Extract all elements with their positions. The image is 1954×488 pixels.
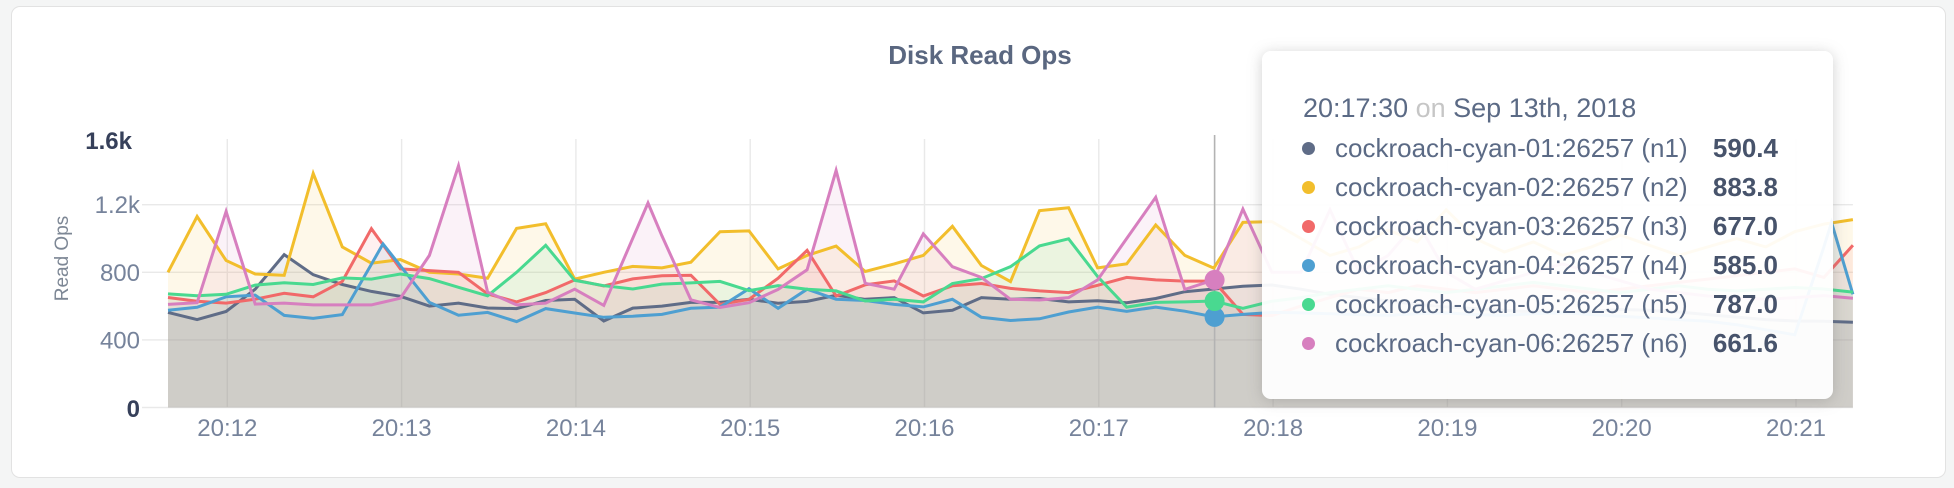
svg-text:800: 800 [100, 260, 140, 287]
svg-text:0: 0 [127, 396, 140, 423]
svg-text:1.2k: 1.2k [95, 192, 141, 219]
svg-text:20:16: 20:16 [894, 415, 954, 442]
svg-text:20:12: 20:12 [197, 415, 257, 442]
svg-text:20:14: 20:14 [546, 415, 606, 442]
svg-text:20:20: 20:20 [1592, 415, 1652, 442]
svg-text:20:17: 20:17 [1069, 415, 1129, 442]
svg-text:400: 400 [100, 327, 140, 354]
svg-text:20:13: 20:13 [372, 415, 432, 442]
svg-text:1.6k: 1.6k [85, 128, 132, 155]
svg-text:Read Ops: Read Ops [52, 216, 73, 302]
svg-text:20:15: 20:15 [720, 415, 780, 442]
svg-text:20:19: 20:19 [1417, 415, 1477, 442]
svg-text:20:18: 20:18 [1243, 415, 1303, 442]
svg-text:20:21: 20:21 [1766, 415, 1826, 442]
